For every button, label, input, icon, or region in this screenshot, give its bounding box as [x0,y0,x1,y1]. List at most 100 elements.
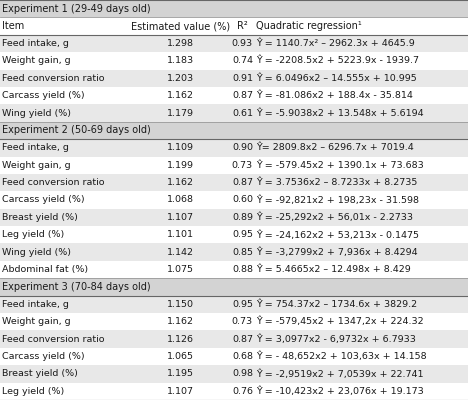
Text: Ŷ = -92,821x2 + 198,23x - 31.598: Ŷ = -92,821x2 + 198,23x - 31.598 [256,195,419,205]
Text: Feed conversion ratio: Feed conversion ratio [2,74,105,83]
Text: Ŷ = 5.4665x2 – 12.498x + 8.429: Ŷ = 5.4665x2 – 12.498x + 8.429 [256,265,411,274]
Text: 0.93: 0.93 [232,39,253,48]
Text: Weight gain, g: Weight gain, g [2,56,71,65]
Text: 1.107: 1.107 [167,213,194,222]
Bar [0,244,468,261]
Bar [0,87,468,104]
Text: Breast yield (%): Breast yield (%) [2,370,78,378]
Bar [0,156,468,174]
Bar [0,296,468,313]
Bar [0,104,468,122]
Text: Ŷ = 1140.7x² – 2962.3x + 4645.9: Ŷ = 1140.7x² – 2962.3x + 4645.9 [256,39,415,48]
Text: Breast yield (%): Breast yield (%) [2,213,78,222]
Text: Ŷ = 3.7536x2 – 8.7233x + 8.2735: Ŷ = 3.7536x2 – 8.7233x + 8.2735 [256,178,418,187]
Text: 0.73: 0.73 [232,317,253,326]
Text: Item: Item [2,21,25,31]
Text: Ŷ = 754.37x2 – 1734.6x + 3829.2: Ŷ = 754.37x2 – 1734.6x + 3829.2 [256,300,417,309]
Bar [0,383,468,400]
Text: Leg yield (%): Leg yield (%) [2,387,65,396]
Bar [0,261,468,278]
Text: 0.61: 0.61 [232,108,253,118]
Text: Ŷ = 3,0977x2 - 6,9732x + 6.7933: Ŷ = 3,0977x2 - 6,9732x + 6.7933 [256,334,417,344]
Text: 1.199: 1.199 [167,161,194,170]
Text: 0.91: 0.91 [232,74,253,83]
Text: Ŷ = -25,292x2 + 56,01x - 2.2733: Ŷ = -25,292x2 + 56,01x - 2.2733 [256,213,413,222]
Bar [0,17,468,35]
Bar [0,52,468,70]
Text: 0.74: 0.74 [232,56,253,65]
Text: Estimated value (%): Estimated value (%) [131,21,230,31]
Text: 0.68: 0.68 [232,352,253,361]
Text: Experiment 1 (29-49 days old): Experiment 1 (29-49 days old) [2,4,151,14]
Bar [0,0,468,17]
Text: 0.98: 0.98 [232,370,253,378]
Text: Ŷ= 2809.8x2 – 6296.7x + 7019.4: Ŷ= 2809.8x2 – 6296.7x + 7019.4 [256,143,414,152]
Text: Feed intake, g: Feed intake, g [2,143,69,152]
Text: Ŷ = -2,9519x2 + 7,0539x + 22.741: Ŷ = -2,9519x2 + 7,0539x + 22.741 [256,369,424,379]
Text: Wing yield (%): Wing yield (%) [2,108,71,118]
Bar [0,330,468,348]
Text: 1.142: 1.142 [167,248,194,257]
Text: Wing yield (%): Wing yield (%) [2,248,71,257]
Text: 1.109: 1.109 [167,143,194,152]
Bar [0,122,468,139]
Text: 1.107: 1.107 [167,387,194,396]
Text: Ŷ = -579,45x2 + 1347,2x + 224.32: Ŷ = -579,45x2 + 1347,2x + 224.32 [256,317,424,326]
Text: 0.89: 0.89 [232,213,253,222]
Text: Carcass yield (%): Carcass yield (%) [2,352,85,361]
Bar [0,174,468,191]
Text: Ŷ = 6.0496x2 – 14.555x + 10.995: Ŷ = 6.0496x2 – 14.555x + 10.995 [256,74,417,83]
Text: Weight gain, g: Weight gain, g [2,161,71,170]
Text: 0.60: 0.60 [232,196,253,204]
Text: Abdominal fat (%): Abdominal fat (%) [2,265,88,274]
Text: 1.068: 1.068 [167,196,194,204]
Text: 1.150: 1.150 [167,300,194,309]
Text: 1.183: 1.183 [167,56,194,65]
Text: 0.76: 0.76 [232,387,253,396]
Bar [0,191,468,209]
Text: Feed intake, g: Feed intake, g [2,300,69,309]
Text: Quadratic regression¹: Quadratic regression¹ [256,21,362,31]
Bar [0,139,468,156]
Text: 1.203: 1.203 [167,74,194,83]
Text: Ŷ = -5.9038x2 + 13.548x + 5.6194: Ŷ = -5.9038x2 + 13.548x + 5.6194 [256,108,424,118]
Text: Ŷ = -24,162x2 + 53,213x - 0.1475: Ŷ = -24,162x2 + 53,213x - 0.1475 [256,230,419,240]
Text: Carcass yield (%): Carcass yield (%) [2,91,85,100]
Text: 1.195: 1.195 [167,370,194,378]
Text: 0.87: 0.87 [232,178,253,187]
Text: Ŷ = -2208.5x2 + 5223.9x - 1939.7: Ŷ = -2208.5x2 + 5223.9x - 1939.7 [256,56,419,65]
Text: Leg yield (%): Leg yield (%) [2,230,65,239]
Text: Feed conversion ratio: Feed conversion ratio [2,178,105,187]
Text: 1.162: 1.162 [167,91,194,100]
Bar [0,278,468,296]
Text: Ŷ = -3,2799x2 + 7,936x + 8.4294: Ŷ = -3,2799x2 + 7,936x + 8.4294 [256,248,418,257]
Bar [0,35,468,52]
Text: 0.73: 0.73 [232,161,253,170]
Bar [0,348,468,365]
Text: 1.179: 1.179 [167,108,194,118]
Text: Feed intake, g: Feed intake, g [2,39,69,48]
Text: 1.298: 1.298 [167,39,194,48]
Text: 0.87: 0.87 [232,335,253,344]
Text: 0.95: 0.95 [232,230,253,239]
Text: Experiment 2 (50-69 days old): Experiment 2 (50-69 days old) [2,126,151,136]
Bar [0,313,468,330]
Text: 1.162: 1.162 [167,317,194,326]
Text: 1.075: 1.075 [167,265,194,274]
Text: 1.162: 1.162 [167,178,194,187]
Text: 1.065: 1.065 [167,352,194,361]
Text: R²: R² [237,21,248,31]
Text: Ŷ = - 48,652x2 + 103,63x + 14.158: Ŷ = - 48,652x2 + 103,63x + 14.158 [256,352,427,361]
Text: 0.87: 0.87 [232,91,253,100]
Text: Feed conversion ratio: Feed conversion ratio [2,335,105,344]
Text: 0.90: 0.90 [232,143,253,152]
Text: Ŷ = -579.45x2 + 1390.1x + 73.683: Ŷ = -579.45x2 + 1390.1x + 73.683 [256,161,424,170]
Text: Ŷ = -10,423x2 + 23,076x + 19.173: Ŷ = -10,423x2 + 23,076x + 19.173 [256,386,424,396]
Text: 0.95: 0.95 [232,300,253,309]
Text: 1.126: 1.126 [167,335,194,344]
Bar [0,209,468,226]
Text: 1.101: 1.101 [167,230,194,239]
Text: 0.88: 0.88 [232,265,253,274]
Bar [0,226,468,244]
Bar [0,365,468,383]
